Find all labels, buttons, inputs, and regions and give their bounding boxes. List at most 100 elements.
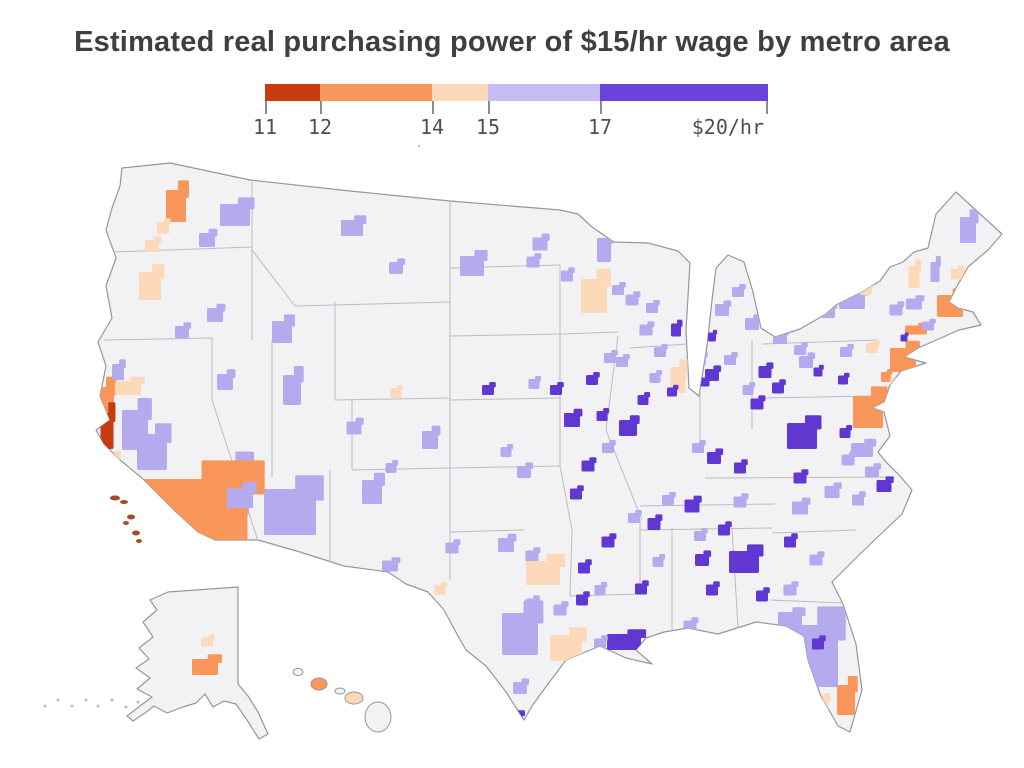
metro-region[interactable] (794, 342, 808, 355)
metro-region[interactable] (724, 352, 738, 365)
metro-region[interactable] (601, 533, 617, 548)
metro-region[interactable] (594, 582, 608, 595)
metro-region[interactable] (513, 678, 530, 694)
metro-region[interactable] (635, 580, 649, 595)
metro-region[interactable] (526, 595, 540, 610)
metro-region[interactable] (821, 302, 838, 318)
metro-region[interactable] (900, 332, 909, 342)
metro-region[interactable] (922, 318, 936, 331)
metro-region[interactable] (272, 314, 295, 343)
metro-region[interactable] (671, 319, 683, 337)
metro-region[interactable] (647, 514, 663, 530)
metro-region[interactable] (732, 284, 746, 297)
metro-region[interactable] (346, 417, 364, 435)
metro-region[interactable] (586, 372, 600, 385)
metro-region[interactable] (758, 362, 774, 378)
metro-region[interactable] (532, 233, 550, 251)
metro-region[interactable] (960, 209, 979, 243)
metro-region[interactable] (793, 469, 809, 484)
metro-region[interactable] (733, 493, 749, 508)
metro-region[interactable] (695, 550, 712, 566)
metro-region[interactable] (526, 553, 566, 585)
metro-region[interactable] (264, 475, 324, 535)
metro-region[interactable] (576, 591, 590, 606)
metro-region[interactable] (824, 482, 842, 498)
metro-region[interactable] (550, 627, 587, 661)
metro-region[interactable] (792, 497, 811, 515)
metro-region[interactable] (646, 300, 660, 313)
metro-region[interactable] (362, 472, 385, 504)
metro-region[interactable] (838, 372, 850, 385)
metro-region[interactable] (649, 370, 663, 383)
metro-region[interactable] (783, 581, 799, 596)
metro-region[interactable] (799, 352, 816, 368)
metro-region[interactable] (526, 253, 542, 268)
metro-region[interactable] (839, 285, 869, 309)
metro-region[interactable] (750, 395, 766, 410)
metro-region[interactable] (619, 415, 640, 436)
metro-region[interactable] (853, 386, 888, 428)
metro-region[interactable] (382, 557, 401, 572)
metro-region[interactable] (692, 440, 706, 453)
metro-region[interactable] (787, 415, 822, 449)
metro-region[interactable] (112, 359, 126, 380)
metro-region[interactable] (930, 256, 941, 282)
hawaii-island[interactable] (344, 691, 364, 705)
metro-region[interactable] (654, 344, 668, 357)
metro-region[interactable] (881, 369, 893, 382)
metro-region[interactable] (498, 533, 517, 552)
metro-region[interactable] (561, 267, 575, 282)
metro-region[interactable] (784, 533, 798, 548)
metro-region[interactable] (667, 384, 679, 397)
metro-region[interactable] (460, 250, 488, 276)
metro-region[interactable] (517, 462, 534, 478)
metro-region[interactable] (389, 258, 406, 274)
metro-region[interactable] (715, 300, 732, 316)
metro-region[interactable] (157, 218, 171, 234)
metro-region[interactable] (851, 438, 877, 457)
metro-region[interactable] (550, 382, 564, 395)
metro-region[interactable] (694, 528, 708, 541)
metro-region[interactable] (199, 228, 218, 247)
metro-region[interactable] (570, 485, 584, 500)
metro-region[interactable] (906, 295, 925, 310)
metro-region[interactable] (813, 364, 824, 377)
metro-region[interactable] (166, 180, 189, 222)
metro-region[interactable] (616, 354, 630, 367)
metro-region[interactable] (528, 376, 542, 389)
metro-region[interactable] (773, 328, 790, 344)
metro-region[interactable] (385, 460, 399, 473)
metro-region[interactable] (145, 236, 162, 252)
metro-region[interactable] (639, 321, 655, 336)
metro-region[interactable] (594, 635, 608, 650)
metro-region[interactable] (201, 634, 215, 647)
metro-region[interactable] (729, 544, 764, 573)
metro-region[interactable] (866, 340, 880, 353)
metro-region[interactable] (602, 440, 616, 453)
metro-region[interactable] (694, 352, 708, 365)
metro-region[interactable] (889, 301, 905, 316)
metro-region[interactable] (705, 365, 722, 381)
metro-region[interactable] (390, 385, 404, 398)
hawaii-island[interactable] (310, 677, 328, 691)
metro-region[interactable] (708, 329, 718, 342)
metro-region[interactable] (865, 463, 882, 478)
metro-region[interactable] (553, 601, 569, 616)
metro-region[interactable] (525, 547, 541, 562)
metro-region[interactable] (809, 551, 825, 566)
metro-region[interactable] (734, 459, 748, 474)
metro-region[interactable] (841, 451, 857, 466)
metro-region[interactable] (434, 582, 448, 595)
metro-region[interactable] (604, 350, 618, 363)
metro-region[interactable] (718, 521, 732, 536)
metro-region[interactable] (612, 282, 626, 295)
metro-region[interactable] (220, 197, 255, 226)
metro-region[interactable] (581, 268, 611, 313)
metro-region[interactable] (607, 629, 647, 650)
metro-region[interactable] (445, 539, 461, 554)
metro-region[interactable] (756, 587, 770, 602)
metro-region[interactable] (422, 425, 441, 449)
metro-region[interactable] (908, 259, 922, 288)
metro-region[interactable] (889, 404, 901, 433)
metro-region[interactable] (951, 265, 965, 280)
